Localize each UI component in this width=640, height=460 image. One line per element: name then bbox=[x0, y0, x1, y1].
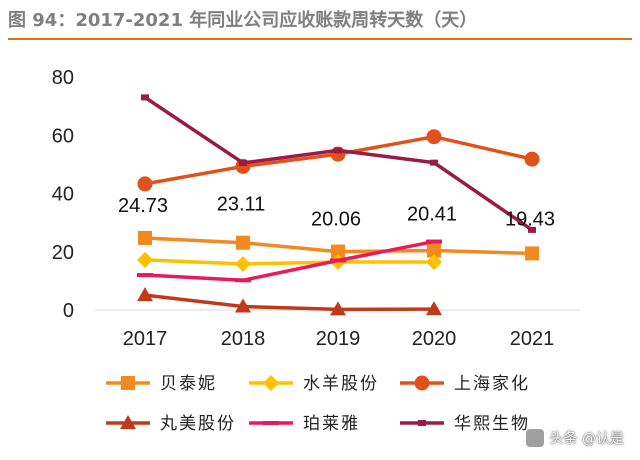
series-group bbox=[137, 239, 442, 283]
data-label: 23.11 bbox=[217, 194, 266, 216]
x-tick-label: 2017 bbox=[123, 328, 168, 350]
data-point bbox=[137, 287, 153, 302]
legend-swatch-marker bbox=[121, 376, 135, 390]
legend-item: 珀莱雅 bbox=[249, 414, 360, 434]
series-line bbox=[143, 258, 436, 266]
data-point bbox=[235, 298, 251, 313]
data-point bbox=[137, 251, 153, 268]
legend-item: 华熙生物 bbox=[400, 414, 530, 434]
watermark: 头条 @认是 bbox=[525, 428, 624, 448]
data-point bbox=[141, 94, 149, 101]
figure-title: 图 94：2017-2021 年同业公司应收账款周转天数（天） bbox=[8, 10, 478, 31]
legend-item: 贝泰妮 bbox=[106, 374, 217, 394]
legend-swatch-marker bbox=[414, 375, 430, 391]
legend-label: 贝泰妮 bbox=[160, 374, 217, 394]
data-point bbox=[426, 253, 442, 270]
data-point bbox=[426, 301, 442, 316]
y-tick-label: 0 bbox=[63, 300, 74, 322]
data-point bbox=[528, 226, 536, 233]
data-point bbox=[235, 255, 251, 272]
data-point bbox=[330, 258, 346, 263]
x-tick-label: 2021 bbox=[510, 328, 555, 350]
data-label: 24.73 bbox=[118, 195, 168, 217]
data-point bbox=[524, 151, 540, 167]
data-label: 19.43 bbox=[505, 208, 555, 230]
data-point bbox=[138, 230, 152, 245]
legend-swatch-marker bbox=[120, 415, 136, 429]
data-point bbox=[137, 273, 153, 278]
series-line bbox=[143, 239, 436, 283]
legend-label: 华熙生物 bbox=[454, 414, 530, 434]
legend-label: 珀莱雅 bbox=[303, 414, 360, 434]
data-point bbox=[427, 243, 441, 258]
data-label: 20.41 bbox=[407, 204, 457, 226]
y-tick-label: 20 bbox=[52, 242, 74, 264]
legend-label: 丸美股份 bbox=[160, 414, 236, 434]
y-tick-label: 60 bbox=[52, 125, 74, 147]
series-line bbox=[143, 293, 436, 312]
data-point bbox=[331, 244, 345, 259]
legend-swatch-marker bbox=[263, 421, 279, 425]
legend-item: 上海家化 bbox=[400, 374, 530, 394]
series-group bbox=[138, 230, 539, 261]
data-point bbox=[239, 159, 247, 166]
y-tick-label: 40 bbox=[52, 184, 74, 206]
x-tick-label: 2019 bbox=[316, 328, 361, 350]
series-group bbox=[137, 287, 442, 316]
data-point bbox=[235, 278, 251, 283]
x-tick-label: 2020 bbox=[412, 328, 457, 350]
legend-item: 水羊股份 bbox=[249, 374, 379, 394]
data-point bbox=[426, 129, 442, 145]
legend-swatch-marker bbox=[418, 420, 426, 426]
data-point bbox=[334, 147, 342, 154]
series-group bbox=[141, 94, 536, 233]
watermark-logo-icon bbox=[525, 429, 544, 447]
data-point bbox=[525, 246, 539, 261]
legend-label: 水羊股份 bbox=[303, 374, 379, 394]
legend-swatch-marker bbox=[263, 375, 279, 391]
title-divider bbox=[8, 38, 632, 40]
x-tick-label: 2018 bbox=[221, 328, 266, 350]
plot-area bbox=[137, 94, 540, 316]
watermark-text: 头条 @认是 bbox=[549, 431, 624, 447]
x-axis: 2017 2018 2019 2020 2021 bbox=[123, 328, 555, 350]
legend-label: 上海家化 bbox=[454, 374, 530, 394]
data-point bbox=[137, 176, 153, 192]
y-axis: 0 20 40 60 80 bbox=[52, 67, 74, 322]
data-point bbox=[430, 159, 438, 166]
data-labels: 24.73 23.11 20.06 20.41 19.43 bbox=[118, 194, 555, 231]
legend-item: 丸美股份 bbox=[106, 414, 236, 434]
data-point bbox=[236, 235, 250, 250]
data-label: 20.06 bbox=[311, 209, 361, 231]
data-point bbox=[330, 301, 346, 316]
y-tick-label: 80 bbox=[52, 67, 74, 89]
data-point bbox=[426, 239, 442, 244]
series-group bbox=[137, 129, 540, 192]
